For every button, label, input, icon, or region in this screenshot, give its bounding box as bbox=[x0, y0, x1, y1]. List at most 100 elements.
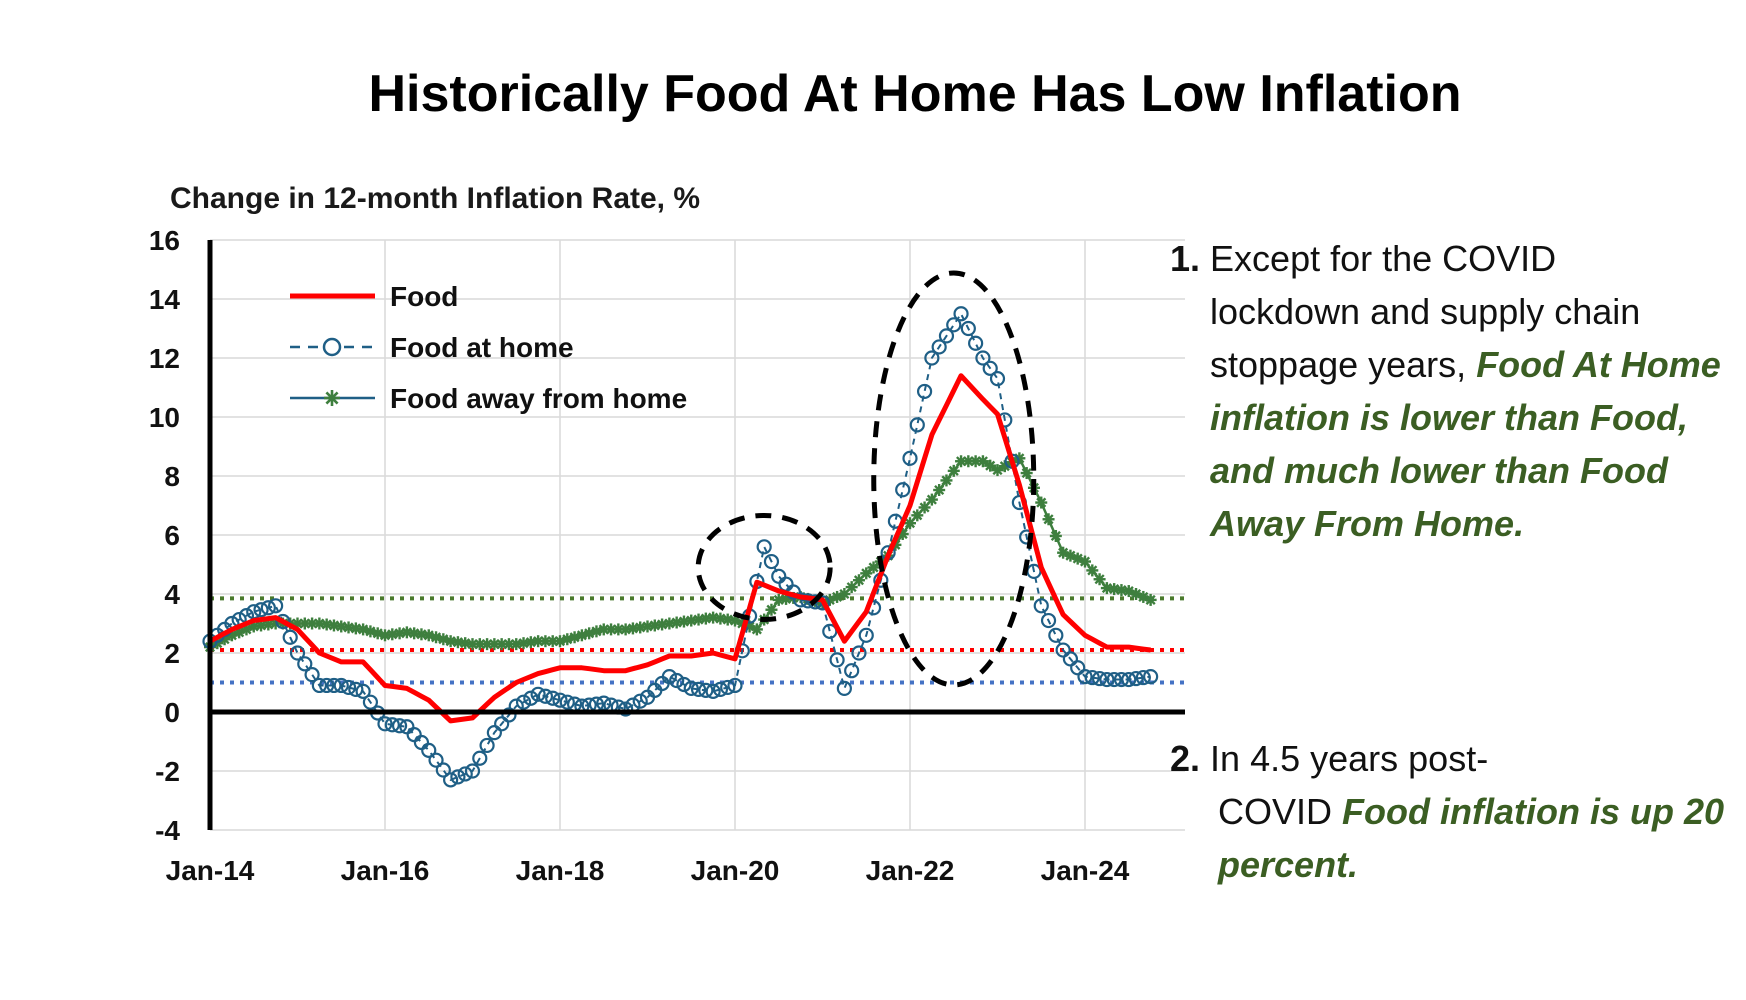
y-tick-label: 12 bbox=[149, 343, 180, 374]
y-axis-title: Change in 12-month Inflation Rate, % bbox=[170, 182, 701, 215]
marker-food-at-home bbox=[982, 360, 998, 376]
marker-food-at-home bbox=[253, 602, 269, 618]
marker-food-at-home bbox=[836, 680, 852, 697]
legend-marker-food-away bbox=[324, 390, 340, 406]
marker-food-away bbox=[1042, 513, 1055, 526]
marker-food-at-home bbox=[1106, 671, 1122, 688]
marker-food-away bbox=[933, 484, 946, 497]
y-tick-label: -4 bbox=[155, 815, 180, 846]
note-2-text-first: In 4.5 years post- bbox=[1210, 738, 1489, 779]
marker-food-away bbox=[1093, 573, 1106, 586]
marker-food-at-home bbox=[771, 568, 787, 584]
marker-food-away bbox=[852, 574, 865, 587]
marker-food-at-home bbox=[938, 328, 955, 344]
marker-food-at-home bbox=[669, 672, 685, 689]
marker-food-away bbox=[845, 581, 858, 594]
marker-food-at-home bbox=[1048, 627, 1064, 643]
marker-food-away bbox=[1144, 593, 1157, 606]
marker-food-at-home bbox=[632, 693, 648, 709]
marker-food-at-home bbox=[989, 371, 1006, 387]
note-2-text-rest: COVID bbox=[1218, 791, 1333, 832]
marker-food-at-home bbox=[778, 576, 794, 592]
marker-food-at-home bbox=[443, 772, 459, 788]
marker-food-at-home bbox=[975, 350, 991, 366]
marker-food-away bbox=[904, 517, 916, 530]
marker-food-at-home bbox=[844, 663, 860, 679]
y-tick-label: 10 bbox=[149, 402, 180, 433]
marker-food-at-home bbox=[348, 681, 364, 697]
marker-food-away bbox=[918, 501, 931, 514]
marker-food-away bbox=[940, 474, 953, 487]
marker-food-at-home bbox=[421, 742, 437, 758]
x-tick-label: Jan-20 bbox=[691, 855, 780, 886]
marker-food-at-home bbox=[304, 667, 320, 683]
marker-food-at-home bbox=[326, 677, 342, 694]
marker-food-at-home bbox=[333, 677, 349, 694]
marker-food-at-home bbox=[282, 629, 298, 645]
note-2-number: 2. bbox=[1170, 738, 1201, 779]
legend: Food Food at home Food away from home bbox=[290, 281, 687, 414]
marker-food-at-home bbox=[275, 613, 291, 630]
legend-label: Food bbox=[390, 281, 458, 312]
marker-food-at-home bbox=[472, 750, 488, 766]
marker-food-at-home bbox=[1128, 670, 1144, 687]
note-1: 1. Except for the COVID lockdown and sup… bbox=[1170, 232, 1730, 550]
marker-food-away bbox=[750, 623, 763, 636]
marker-food-at-home bbox=[464, 763, 481, 779]
x-tick-label: Jan-16 bbox=[341, 855, 430, 886]
legend-label: Food away from home bbox=[390, 383, 687, 414]
annotations bbox=[695, 270, 1037, 688]
marker-food-at-home bbox=[712, 681, 729, 697]
marker-food-at-home bbox=[690, 681, 707, 697]
marker-food-at-home bbox=[260, 600, 276, 616]
marker-food-at-home bbox=[960, 320, 976, 337]
marker-food-at-home bbox=[829, 652, 845, 668]
marker-food-away bbox=[911, 509, 924, 522]
marker-food-at-home bbox=[705, 683, 721, 699]
marker-food-at-home bbox=[1077, 668, 1093, 685]
marker-food-at-home bbox=[1113, 671, 1130, 688]
axes: -4 -2 0 2 4 6 8 10 12 14 16 Jan-14 Jan-16 Jan-18 Jan-2… bbox=[149, 225, 1185, 886]
marker-food-at-home bbox=[494, 716, 510, 732]
marker-food-at-home bbox=[1135, 669, 1151, 686]
marker-food-at-home bbox=[683, 680, 699, 697]
marker-food-at-home bbox=[377, 716, 393, 732]
marker-food-away bbox=[765, 603, 778, 616]
marker-food-at-home bbox=[895, 482, 911, 498]
note-1-number: 1. bbox=[1170, 238, 1201, 279]
marker-food-at-home bbox=[501, 707, 517, 723]
marker-food-at-home bbox=[450, 769, 466, 785]
marker-food-at-home bbox=[1143, 668, 1159, 685]
marker-food-away bbox=[1035, 496, 1048, 509]
marker-food-away bbox=[947, 464, 960, 477]
y-tick-label: 8 bbox=[164, 461, 180, 492]
annotation-ellipse-2022 bbox=[871, 270, 1037, 688]
marker-food-at-home bbox=[851, 645, 867, 661]
marker-food-at-home bbox=[822, 623, 838, 639]
marker-food-at-home bbox=[319, 677, 335, 694]
annotation-ellipse-2020 bbox=[695, 512, 833, 622]
marker-food-at-home bbox=[1055, 642, 1071, 658]
marker-food-away bbox=[1086, 564, 1099, 577]
marker-food-at-home bbox=[435, 762, 451, 778]
marker-food-at-home bbox=[355, 683, 371, 699]
reference-lines bbox=[210, 596, 1185, 685]
note-1-text-rest: lockdown and supply chain stoppage years… bbox=[1210, 291, 1641, 385]
marker-food-at-home bbox=[698, 682, 714, 698]
marker-food-at-home bbox=[946, 317, 962, 333]
marker-food-at-home bbox=[1084, 669, 1100, 686]
marker-food-at-home bbox=[552, 692, 568, 708]
marker-food-at-home bbox=[858, 627, 874, 643]
marker-food-at-home bbox=[1091, 670, 1108, 687]
marker-food-at-home bbox=[902, 450, 918, 466]
marker-food-at-home bbox=[428, 752, 444, 768]
marker-food-at-home bbox=[931, 339, 947, 355]
marker-food-at-home bbox=[916, 383, 933, 400]
marker-food-at-home bbox=[1033, 598, 1049, 614]
marker-food-at-home bbox=[479, 737, 495, 754]
marker-food-at-home bbox=[545, 690, 561, 706]
marker-food-at-home bbox=[1062, 651, 1079, 667]
marker-food-at-home bbox=[953, 306, 969, 322]
x-tick-label: Jan-22 bbox=[866, 855, 955, 886]
